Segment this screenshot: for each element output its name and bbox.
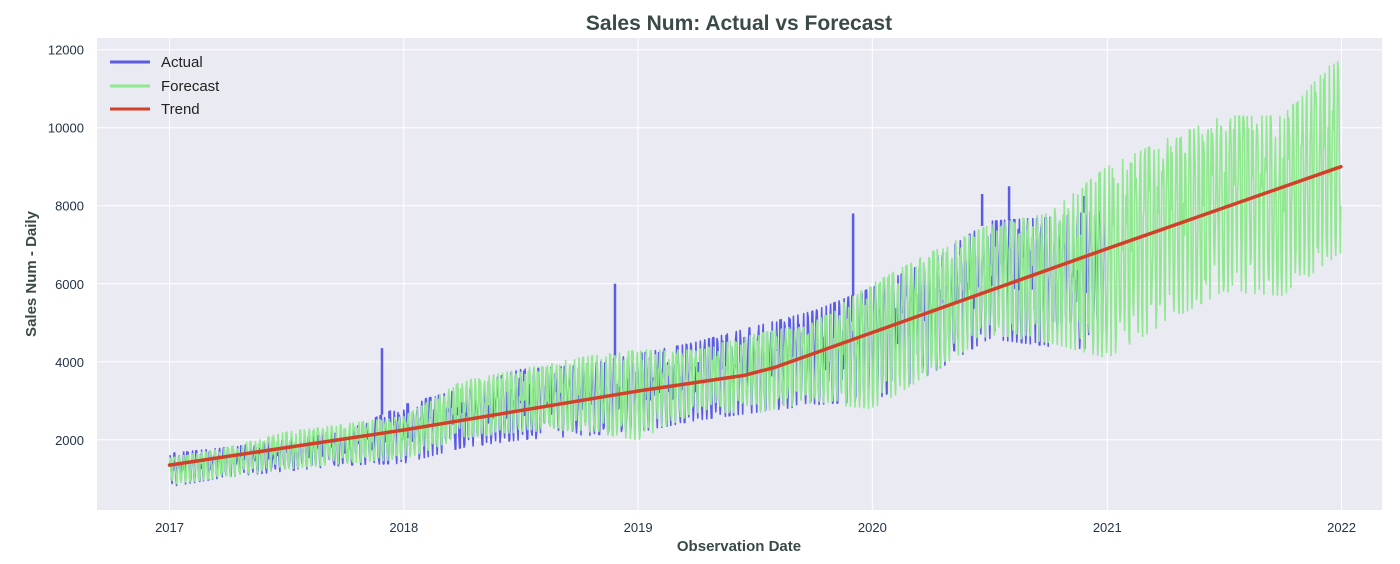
x-tick-label: 2020 xyxy=(858,520,887,535)
series-layer xyxy=(167,61,1343,487)
y-tick-label: 10000 xyxy=(48,121,84,136)
y-tick-label: 2000 xyxy=(55,433,84,448)
y-axis-label: Sales Num - Daily xyxy=(23,210,40,337)
y-tick-label: 8000 xyxy=(55,199,84,214)
series-line-trend xyxy=(167,164,1343,467)
x-tick-label: 2022 xyxy=(1327,520,1356,535)
chart-title: Sales Num: Actual vs Forecast xyxy=(586,12,892,35)
x-tick-label: 2021 xyxy=(1093,520,1122,535)
plot-background xyxy=(97,38,1382,510)
y-tick-label: 6000 xyxy=(55,277,84,292)
legend: Actual Forecast Trend xyxy=(110,54,220,118)
x-axis-label: Observation Date xyxy=(677,538,801,555)
legend-label-forecast: Forecast xyxy=(161,78,220,95)
x-tick-label: 2017 xyxy=(155,520,184,535)
x-tick-label: 2018 xyxy=(389,520,418,535)
legend-label-actual: Actual xyxy=(161,54,203,71)
y-tick-label: 12000 xyxy=(48,43,84,58)
x-tick-label: 2019 xyxy=(624,520,653,535)
legend-label-trend: Trend xyxy=(161,101,200,118)
tick-labels: 2017 2018 2019 2020 2021 2022 2000 4000 6000 8000… xyxy=(48,43,1356,535)
y-tick-label: 4000 xyxy=(55,355,84,370)
